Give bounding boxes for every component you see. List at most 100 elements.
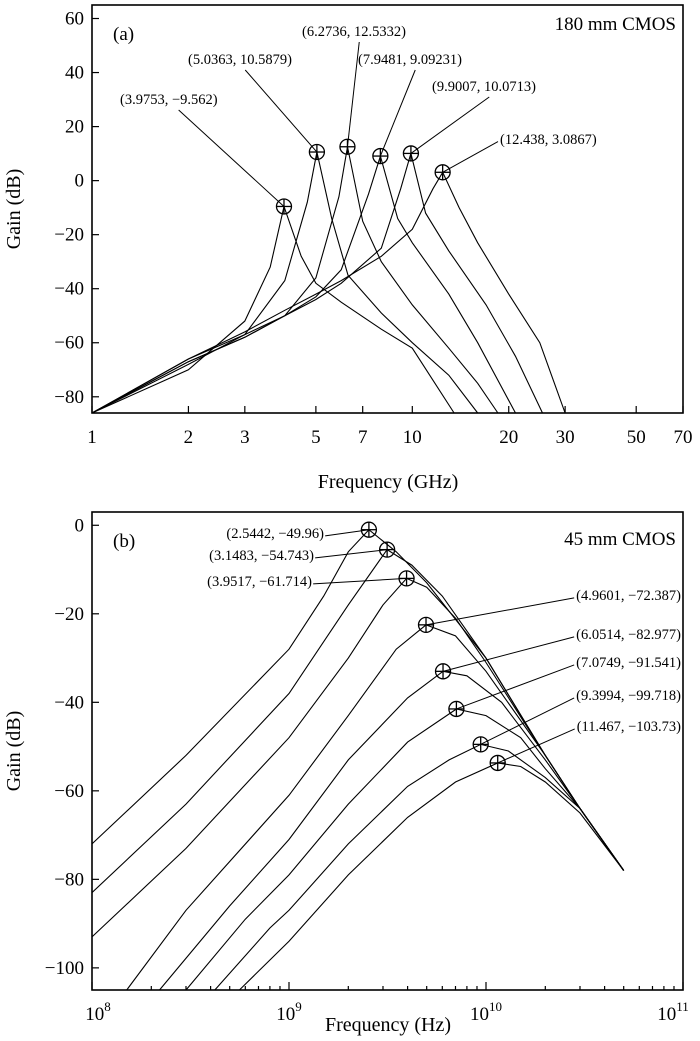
panel-b-y-tick-label: −60 <box>54 781 84 802</box>
tick-base: 10 <box>657 1004 676 1025</box>
panel-b-peak-annotation-7: (9.3994, −99.718) <box>576 688 681 704</box>
panel-a-annotations: (3.9753, −9.562) (5.0363, 10.5879) (6.2736… <box>120 24 597 215</box>
panel-a-peak-annotation-6: (12.438, 3.0867) <box>500 132 597 148</box>
panel-a-leader-line-3 <box>346 41 360 147</box>
panel-b-curve-7 <box>214 743 625 991</box>
panel-a-peak-annotation-3: (6.2736, 12.5332) <box>302 24 406 40</box>
panel-b-annotations: (2.5442, −49.96) (3.1483, −54.743) (3.9517… <box>207 521 681 772</box>
panel-a-curve-2 <box>91 151 479 414</box>
panel-b-curve-2 <box>91 548 625 894</box>
panel-b-x-tick-label: 109 <box>276 999 302 1025</box>
panel-b-peak-marker-3 <box>398 570 415 587</box>
panel-a-leader-line-2 <box>244 69 318 153</box>
panel-b-leader-line-5 <box>442 636 575 672</box>
panel-b-y-tick-label: 0 <box>75 515 85 536</box>
panel-a-chart: 60 40 20 0 −20 −40 −60 −801 2 3 5 7 10 20 30 50 70 (3.97… <box>3 4 693 493</box>
panel-a-y-tick-label: 40 <box>65 63 84 84</box>
panel-a-peak-marker-6 <box>434 164 451 181</box>
panel-a-plot-frame <box>91 4 684 414</box>
panel-a-peak-annotation-5: (9.9007, 10.0713) <box>432 79 536 95</box>
panel-a-x-tick-label: 10 <box>403 427 422 448</box>
panel-b-curve-4 <box>126 624 625 991</box>
panel-a-leader-line-1 <box>178 109 285 207</box>
panel-b-leader-line-3 <box>313 577 407 585</box>
panel-b-curves <box>91 528 625 991</box>
panel-a-y-tick-label: −60 <box>54 333 84 354</box>
panel-b-y-tick-label: −80 <box>54 869 84 890</box>
panel-b-y-axis-label: Gain (dB) <box>3 711 25 792</box>
panel-b-leader-line-8 <box>497 728 575 764</box>
panel-a-curve-5 <box>91 151 543 414</box>
panel-b-x-tick-label: 1011 <box>657 999 689 1025</box>
panel-b-peak-annotation-2: (3.1483, −54.743) <box>209 548 314 564</box>
panel-a-y-tick-label: −80 <box>54 387 84 408</box>
panel-b-peak-marker-4 <box>417 616 435 634</box>
panel-a-peak-marker-5 <box>402 145 420 162</box>
panel-a-curve-3 <box>91 146 499 414</box>
panel-b-x-tick-label: 1010 <box>470 999 502 1025</box>
panel-b-peak-marker-1 <box>360 521 378 538</box>
panel-a-x-tick-label: 50 <box>627 427 646 448</box>
panel-a-curve-6 <box>91 171 566 414</box>
panel-a-y-axis-label: Gain (dB) <box>3 169 25 250</box>
panel-a-x-tick-label: 2 <box>184 427 194 448</box>
panel-a-x-tick-label: 30 <box>556 427 575 448</box>
panel-a-peak-annotation-4: (7.9481, 9.09231) <box>358 52 462 68</box>
panel-a-x-tick-label: 3 <box>240 427 250 448</box>
panel-b-peak-marker-8 <box>489 754 506 772</box>
panel-a-x-tick-label: 5 <box>311 427 321 448</box>
panel-a-peak-marker-4 <box>372 147 389 165</box>
panel-b-peak-annotation-3: (3.9517, −61.714) <box>207 574 312 590</box>
panel-a-peak-marker-3 <box>339 138 356 155</box>
panel-b-peak-marker-5 <box>434 663 452 680</box>
panel-a-curves <box>91 146 566 414</box>
panel-b-leader-line-4 <box>425 597 575 626</box>
tick-base: 10 <box>470 1004 489 1025</box>
panel-a-x-tick-label: 7 <box>358 427 368 448</box>
panel-a-technology-annotation: 180 mm CMOS <box>555 14 676 35</box>
panel-b-y-tick-label: −40 <box>54 692 84 713</box>
panel-b-label: (b) <box>113 531 135 552</box>
panel-a-x-tick-label: 20 <box>499 427 518 448</box>
panel-b-peak-annotation-5: (6.0514, −82.977) <box>576 627 681 643</box>
panel-b-x-tick-label: 108 <box>85 999 111 1025</box>
tick-exponent: 9 <box>295 999 302 1014</box>
panel-a-peak-annotation-2: (5.0363, 10.5879) <box>188 52 292 68</box>
tick-exponent: 11 <box>676 999 689 1014</box>
panel-a-x-tick-label: 1 <box>87 427 97 448</box>
panel-a-leader-line-6 <box>442 141 499 173</box>
panel-b-peak-marker-7 <box>472 736 489 753</box>
panel-a-x-axis-label: Frequency (GHz) <box>318 471 459 493</box>
tick-exponent: 8 <box>104 999 111 1014</box>
panel-a-curve-1 <box>91 204 455 414</box>
panel-a-y-tick-label: −40 <box>54 279 84 300</box>
panel-b-curve-5 <box>159 670 625 991</box>
panel-a-y-tick-label: 20 <box>65 117 84 138</box>
panel-a-peak-marker-1 <box>275 198 293 215</box>
panel-b-peak-annotation-6: (7.0749, −91.541) <box>576 655 681 671</box>
panel-b-curve-8 <box>239 762 625 991</box>
panel-b-peak-marker-2 <box>378 541 396 558</box>
panel-a-y-tick-label: 60 <box>65 9 84 30</box>
panel-b-leader-line-6 <box>456 664 575 710</box>
panel-a-ticks: 60 40 20 0 −20 −40 −60 −801 2 3 5 7 10 20 30 50 70 <box>54 9 692 448</box>
panel-b-x-axis-label: Frequency (Hz) <box>325 1014 451 1036</box>
panel-b-peak-annotation-4: (4.9601, −72.387) <box>576 588 681 604</box>
panel-a-y-tick-label: 0 <box>75 171 85 192</box>
panel-b-peak-marker-6 <box>448 700 465 718</box>
panel-a-x-tick-label: 70 <box>674 427 693 448</box>
panel-b-y-tick-label: −20 <box>54 604 84 625</box>
panel-b-technology-annotation: 45 mm CMOS <box>564 529 676 550</box>
panel-a-leader-line-5 <box>410 96 490 154</box>
panel-a-y-tick-label: −20 <box>54 225 84 246</box>
panel-b-leader-line-2 <box>315 549 388 559</box>
panel-a-peak-marker-2 <box>308 143 326 161</box>
panel-b-leader-line-7 <box>480 697 575 745</box>
panel-b-plot-frame <box>91 511 684 991</box>
tick-base: 10 <box>276 1004 295 1025</box>
panel-b-peak-annotation-1: (2.5442, −49.96) <box>226 526 324 542</box>
panel-a-leader-line-4 <box>379 69 416 157</box>
panel-a-label: (a) <box>113 24 134 45</box>
